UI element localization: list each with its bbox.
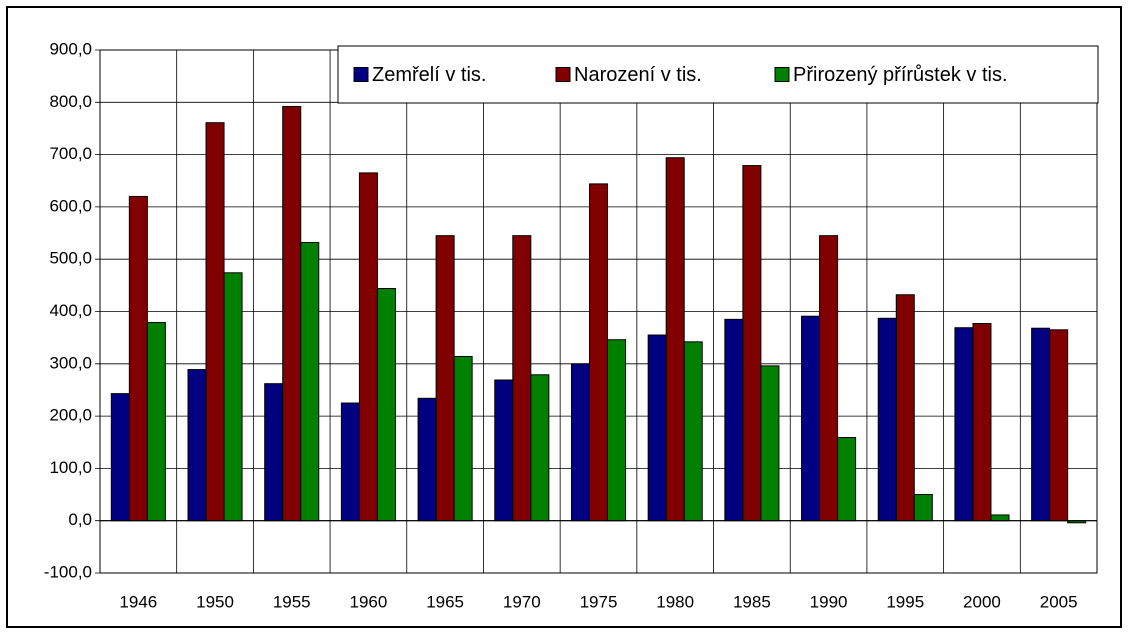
bar (895, 294, 915, 522)
bar (512, 235, 532, 522)
y-tick-label: 600,0 (49, 196, 92, 215)
x-tick-label: 1990 (810, 592, 848, 611)
x-tick-label: 2005 (1040, 592, 1078, 611)
bar (607, 339, 627, 522)
bar (647, 334, 667, 522)
y-tick-label: 400,0 (49, 301, 92, 320)
bar (110, 393, 130, 522)
y-tick-label: 700,0 (49, 144, 92, 163)
x-tick-label: 1970 (503, 592, 541, 611)
x-tick-label: 1995 (886, 592, 924, 611)
bar (530, 374, 550, 522)
x-tick-label: 1950 (196, 592, 234, 611)
y-tick-label: 900,0 (49, 39, 92, 58)
legend-label: Narození v tis. (574, 64, 702, 86)
legend-label: Zemřelí v tis. (372, 64, 486, 86)
bar (128, 195, 148, 522)
bar (801, 315, 821, 522)
bar (990, 514, 1010, 522)
bar (913, 494, 933, 522)
bar (187, 369, 207, 522)
legend-swatch (774, 67, 790, 82)
x-tick-label: 2000 (963, 592, 1001, 611)
x-tick-label: 1960 (350, 592, 388, 611)
y-tick-label: 0,0 (68, 510, 92, 529)
bar (205, 122, 225, 522)
bar (724, 318, 744, 522)
bar (1049, 329, 1069, 522)
bar (837, 437, 857, 522)
bar (588, 183, 609, 522)
bar (453, 355, 473, 522)
bar (665, 157, 685, 522)
x-tick-label: 1975 (580, 592, 618, 611)
bar (417, 397, 437, 522)
y-tick-label: -100,0 (44, 562, 92, 581)
bar (300, 241, 320, 522)
bar (146, 321, 166, 522)
bar (376, 287, 396, 522)
x-tick-label: 1980 (656, 592, 694, 611)
bar (877, 317, 897, 522)
x-tick-label: 1985 (733, 592, 771, 611)
bar (435, 235, 455, 522)
bar (954, 327, 974, 522)
bar (340, 402, 360, 522)
legend-box (337, 45, 1099, 104)
bar (742, 165, 762, 522)
bar (1031, 327, 1051, 522)
bar (819, 235, 839, 522)
x-tick-label: 1965 (426, 592, 464, 611)
y-tick-label: 200,0 (49, 406, 92, 425)
bar (282, 105, 302, 522)
bar (358, 172, 378, 522)
legend-label: Přirozený přírůstek v tis. (793, 64, 1008, 86)
bar (223, 272, 243, 522)
bar (264, 383, 284, 522)
y-tick-label: 500,0 (49, 249, 92, 268)
legend-swatch (555, 67, 571, 82)
x-tick-label: 1946 (119, 592, 157, 611)
bar (494, 379, 514, 522)
y-tick-label: 100,0 (49, 458, 92, 477)
legend-swatch (353, 67, 369, 82)
bar (570, 363, 590, 522)
y-tick-label: 800,0 (49, 92, 92, 111)
bar (760, 365, 780, 522)
bar (972, 323, 992, 522)
y-tick-label: 300,0 (49, 353, 92, 372)
bar (683, 341, 703, 522)
x-tick-label: 1955 (273, 592, 311, 611)
